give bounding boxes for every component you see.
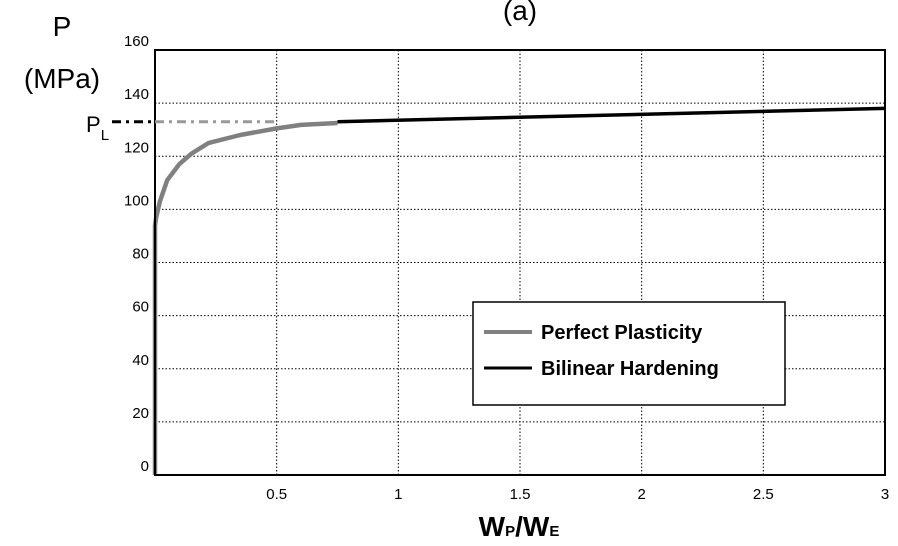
- legend-label-bilinear-hardening: Bilinear Hardening: [541, 358, 719, 380]
- y-axis-label: P: [53, 11, 72, 42]
- x-tick-label: 0.5: [266, 486, 287, 503]
- x-label-sub1: P: [505, 523, 515, 540]
- pl-annotation: PL: [86, 112, 277, 144]
- x-tick-label: 1: [394, 486, 402, 503]
- y-tick-label: 20: [132, 405, 149, 422]
- x-tick-label: 1.5: [510, 486, 531, 503]
- series-line-bilinear-hardening: [337, 106, 886, 124]
- chart-title: (a): [503, 0, 537, 26]
- y-tick-label: 0: [141, 458, 149, 475]
- y-tick-label: 60: [132, 299, 149, 316]
- grid-layer: [155, 50, 885, 475]
- x-tick-label: 2: [637, 486, 645, 503]
- legend: Perfect Plasticity Bilinear Hardening: [472, 301, 786, 406]
- pl-label-main: P: [86, 112, 101, 137]
- legend-box: [472, 301, 786, 406]
- x-tick-label: 3: [881, 486, 889, 503]
- x-label-sub2: E: [549, 523, 559, 540]
- x-label-w2: W: [523, 511, 550, 542]
- x-label-slash: /: [515, 511, 523, 542]
- pl-label: PL: [86, 112, 109, 144]
- legend-label-perfect-plasticity: Perfect Plasticity: [541, 322, 703, 344]
- x-label-w1: W: [479, 511, 506, 542]
- y-tick-label: 40: [132, 352, 149, 369]
- y-tick-label: 160: [124, 33, 149, 50]
- tick-label-layer: 0.5 1 1.5 2 2.5 3 0 20 40 60 80 100 120 140 160: [124, 33, 889, 503]
- pl-label-sub: L: [101, 127, 109, 144]
- x-axis-label: WP/WE: [479, 511, 560, 542]
- plot-frame: [154, 49, 886, 476]
- y-tick-label: 100: [124, 192, 149, 209]
- y-tick-label: 140: [124, 86, 149, 103]
- x-tick-label: 2.5: [753, 486, 774, 503]
- y-axis-unit: (MPa): [24, 63, 100, 94]
- y-tick-label: 80: [132, 246, 149, 263]
- y-tick-label: 120: [124, 139, 149, 156]
